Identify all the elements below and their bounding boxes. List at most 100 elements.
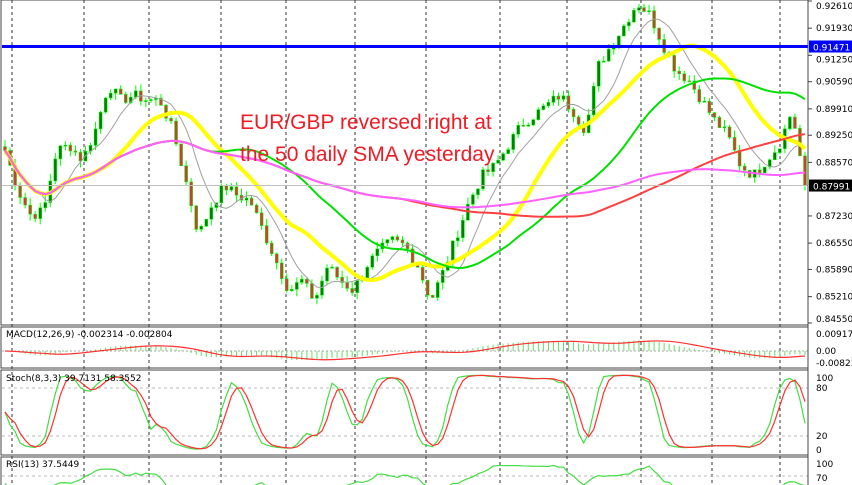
candle-body [224, 185, 229, 191]
candle-body [340, 277, 344, 283]
candle-body [591, 85, 596, 116]
candle-body [189, 181, 193, 207]
candle-body [345, 282, 349, 289]
candle-body [179, 143, 183, 167]
price-tick-label: 0.85890 [816, 265, 852, 275]
candle-body [607, 48, 611, 62]
candle-body [149, 99, 153, 101]
candle-body [556, 95, 561, 100]
candle-body [536, 109, 541, 120]
candle-body [456, 237, 460, 242]
candle-body [249, 197, 254, 206]
candle-body [159, 97, 163, 106]
sma-300-line [4, 139, 806, 209]
candle-body [38, 207, 42, 219]
price-tick-label: 0.86550 [816, 239, 852, 249]
candle-body [778, 148, 782, 153]
candle-body [274, 253, 279, 264]
candle-body [742, 165, 747, 171]
candle-body [747, 170, 752, 178]
candle-body [757, 169, 762, 174]
candle-body [390, 236, 395, 240]
candle-body [435, 282, 440, 298]
candle-body [365, 267, 370, 279]
candle-body [58, 145, 63, 160]
candle-body [727, 126, 732, 138]
candle-body [254, 204, 259, 213]
candle-body [194, 205, 198, 230]
candle-body [682, 73, 686, 82]
candle-body [204, 219, 209, 227]
candle-body [295, 282, 299, 290]
candle-body [305, 278, 309, 284]
candle-body [451, 240, 455, 263]
candle-body [144, 100, 148, 102]
candle-body [521, 125, 525, 127]
candle-body [773, 152, 777, 161]
candle-body [511, 134, 515, 150]
candle-body [18, 185, 22, 198]
stochastic-panel [2, 374, 808, 450]
candle-body [762, 166, 767, 174]
candle-body [229, 186, 234, 191]
rsi-tick-label: 70 [816, 474, 828, 484]
candle-body [118, 88, 123, 95]
candle-body [93, 128, 98, 146]
candle-body [269, 242, 274, 255]
rsi-label: RSI(13) 37.5449 [6, 460, 79, 470]
candle-body [576, 116, 581, 125]
candle-body [174, 120, 178, 145]
candle-body [169, 118, 173, 122]
candle-body [647, 10, 651, 12]
candle-body [400, 239, 405, 244]
candle-body [722, 126, 727, 129]
candle-body [315, 294, 319, 299]
candle-body [285, 278, 289, 292]
candle-body [300, 278, 304, 283]
candle-body [481, 169, 485, 190]
candle-body [596, 60, 601, 87]
macd-label: MACD(12,26,9) -0.002314 -0.002804 [6, 330, 173, 340]
candle-body [355, 280, 359, 293]
stoch-label: Stoch(8,3,3) 39.7131 58.3552 [6, 374, 141, 384]
macd-signal-line [4, 340, 806, 361]
candle-body [516, 125, 520, 135]
candle-body [325, 267, 329, 282]
main-price-panel [2, 3, 808, 305]
candle-body [622, 25, 626, 37]
price-tick-label: 0.85210 [816, 293, 852, 303]
candle-body [98, 111, 103, 130]
candle-body [410, 248, 415, 263]
candle-body [68, 144, 73, 152]
stoch-main-line [4, 374, 806, 450]
resistance-price-badge: 0.91471 [813, 44, 850, 54]
candle-body [732, 137, 737, 151]
candle-body [642, 7, 646, 12]
candle-body [672, 55, 676, 72]
macd-tick-label: -0.008238 [816, 359, 852, 369]
candle-body [134, 90, 138, 98]
candle-body [546, 102, 551, 107]
candle-body [737, 149, 742, 167]
macd-tick-label: 0.00917 [816, 330, 852, 340]
candle-body [385, 239, 390, 244]
rsi-tick-label: 100 [816, 460, 833, 470]
candle-body [541, 105, 546, 110]
stoch-signal-line [4, 374, 806, 450]
stoch-tick-label: 100 [816, 374, 833, 384]
candle-body [496, 160, 500, 164]
candle-body [199, 225, 203, 230]
candle-body [310, 283, 314, 299]
last-price-badge: 0.87991 [813, 183, 850, 193]
candle-body [23, 197, 27, 206]
candle-body [350, 288, 354, 293]
candle-body [78, 151, 83, 162]
candle-body [601, 60, 606, 63]
candle-body [375, 248, 380, 257]
stoch-tick-label: 0 [816, 446, 822, 456]
candle-body [526, 124, 531, 127]
candle-body [28, 204, 32, 215]
candle-body [209, 207, 214, 220]
candle-body [617, 35, 621, 47]
